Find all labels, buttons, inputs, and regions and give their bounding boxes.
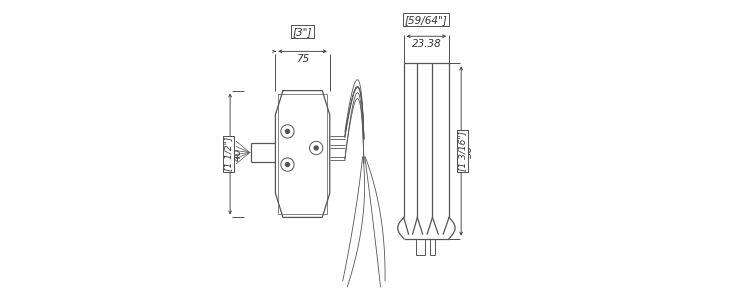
Text: [1 3/16"]: [1 3/16"] — [458, 131, 467, 171]
Circle shape — [314, 146, 318, 150]
Text: 23.38: 23.38 — [412, 39, 441, 49]
Bar — [430, 239, 434, 255]
Bar — [416, 239, 424, 255]
Text: [1 1/2"]: [1 1/2"] — [224, 137, 233, 171]
Text: [3"]: [3"] — [293, 27, 312, 37]
Text: [59/64"]: [59/64"] — [405, 14, 448, 25]
Text: 40: 40 — [233, 147, 243, 161]
Text: 75: 75 — [296, 54, 309, 64]
Circle shape — [286, 162, 289, 167]
Text: 30: 30 — [464, 144, 474, 158]
Circle shape — [286, 129, 289, 133]
